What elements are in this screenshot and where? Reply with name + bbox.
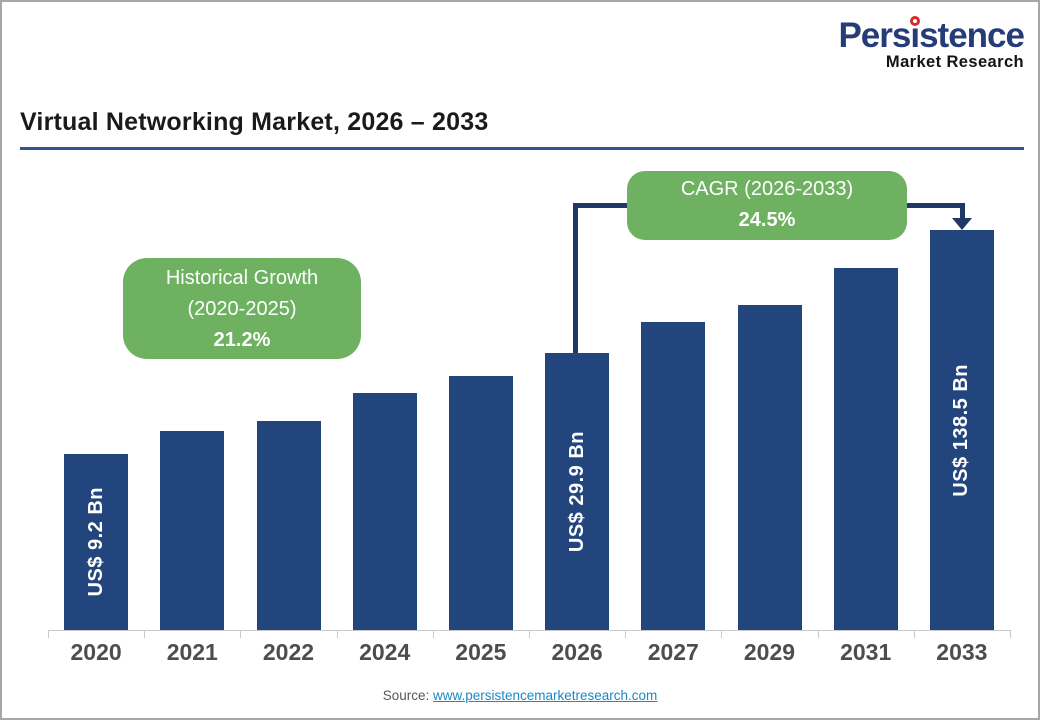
bar-2029 (737, 305, 802, 630)
x-axis-tick (144, 630, 146, 638)
x-tick-label-2021: 2021 (166, 639, 218, 665)
logo-text-suffix: stence (919, 16, 1025, 55)
bar-2025 (448, 376, 513, 630)
bar-2021 (160, 431, 225, 630)
source-line: Source: www.persistencemarketresearch.co… (2, 688, 1038, 703)
cagr-connector-vertical-from-2026 (573, 203, 578, 353)
bar-2033 (929, 230, 994, 630)
historical-growth-period: (2020-2025) (187, 298, 297, 320)
x-axis-tick (529, 630, 530, 638)
bar-2027 (641, 322, 706, 630)
x-axis-tick (913, 630, 915, 638)
cagr-callout: CAGR (2026-2033) 24.5% (627, 171, 907, 240)
bar-2031 (833, 268, 898, 630)
x-tick-label-2031: 2031 (840, 639, 892, 665)
x-axis-tick (721, 630, 723, 638)
x-tick-label-2027: 2027 (647, 639, 699, 665)
bar-2024 (352, 393, 417, 630)
x-axis-tick (817, 630, 819, 638)
logo-wordmark: Persistence (838, 16, 1025, 55)
cagr-connector-vertical-to-2033 (960, 203, 965, 219)
historical-growth-callout: Historical Growth (2020-2025) 21.2% (123, 258, 361, 359)
x-tick-label-2026: 2026 (551, 639, 603, 665)
x-tick-label-2024: 2024 (359, 639, 411, 665)
source-label: Source: (382, 688, 433, 703)
source-link[interactable]: www.persistencemarketresearch.com (432, 688, 658, 703)
x-axis-tick (48, 630, 49, 638)
logo-dotted-i-icon: i (910, 16, 920, 55)
page-title: Virtual Networking Market, 2026 – 2033 (20, 108, 489, 136)
brand-logo: Persistence Market Research (838, 16, 1025, 71)
x-tick-label-2029: 2029 (743, 639, 796, 665)
x-tick-label-2033: 2033 (936, 639, 988, 665)
cagr-value: 24.5% (738, 209, 796, 231)
historical-growth-label: Historical Growth (165, 267, 319, 289)
x-tick-label-2020: 2020 (70, 639, 122, 665)
cagr-arrowhead-icon (952, 218, 972, 230)
bar-2020 (64, 454, 129, 630)
x-tick-label-2022: 2022 (262, 639, 315, 665)
x-axis-tick (336, 630, 338, 638)
title-underline-rule (20, 147, 1024, 150)
logo-tagline: Market Research (885, 53, 1024, 71)
x-axis-tick (625, 630, 627, 638)
bar-2026 (545, 353, 610, 630)
bar-2022 (256, 421, 321, 630)
x-tick-label-2025: 2025 (455, 639, 507, 665)
x-axis-tick (1010, 630, 1011, 638)
x-axis-tick (432, 630, 434, 638)
cagr-label: CAGR (2026-2033) (680, 178, 854, 200)
logo-text-prefix: Pers (838, 16, 911, 55)
x-axis-tick (240, 630, 242, 638)
historical-growth-value: 21.2% (213, 329, 271, 351)
